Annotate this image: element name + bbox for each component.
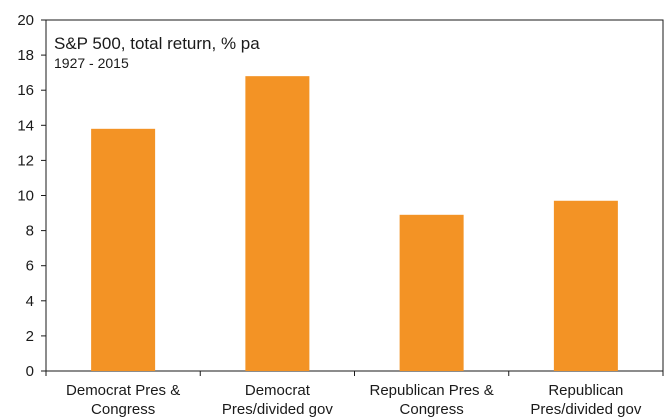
y-tick-label: 20 bbox=[17, 12, 34, 29]
y-tick-label: 18 bbox=[17, 47, 34, 64]
y-axis: 0 2 4 6 8 10 12 14 16 18 20 bbox=[17, 12, 46, 380]
x-category-label: Republican Pres & Congress bbox=[370, 382, 494, 418]
y-tick-label: 6 bbox=[26, 258, 34, 275]
y-tick-label: 4 bbox=[26, 293, 34, 310]
y-tick-label: 14 bbox=[17, 117, 34, 134]
x-category-label: Democrat Pres/divided gov bbox=[222, 382, 333, 418]
y-tick-label: 8 bbox=[26, 223, 34, 240]
y-tick-label: 12 bbox=[17, 152, 34, 169]
x-category-label: Republican Pres/divided gov bbox=[530, 382, 641, 418]
x-axis: Democrat Pres & Congress Democrat Pres/divi… bbox=[45, 371, 664, 418]
bar bbox=[553, 200, 618, 371]
y-tick-label: 10 bbox=[17, 188, 34, 205]
chart-subtitle: 1927 - 2015 bbox=[54, 55, 129, 71]
bar bbox=[399, 214, 464, 371]
bar bbox=[91, 128, 156, 371]
x-category-label: Democrat Pres & Congress bbox=[66, 382, 180, 418]
bars bbox=[91, 76, 618, 371]
bar bbox=[245, 76, 310, 371]
chart-title: S&P 500, total return, % pa bbox=[54, 34, 260, 53]
y-tick-label: 2 bbox=[26, 328, 34, 345]
y-tick-label: 0 bbox=[26, 363, 34, 380]
y-tick-label: 16 bbox=[17, 82, 34, 99]
